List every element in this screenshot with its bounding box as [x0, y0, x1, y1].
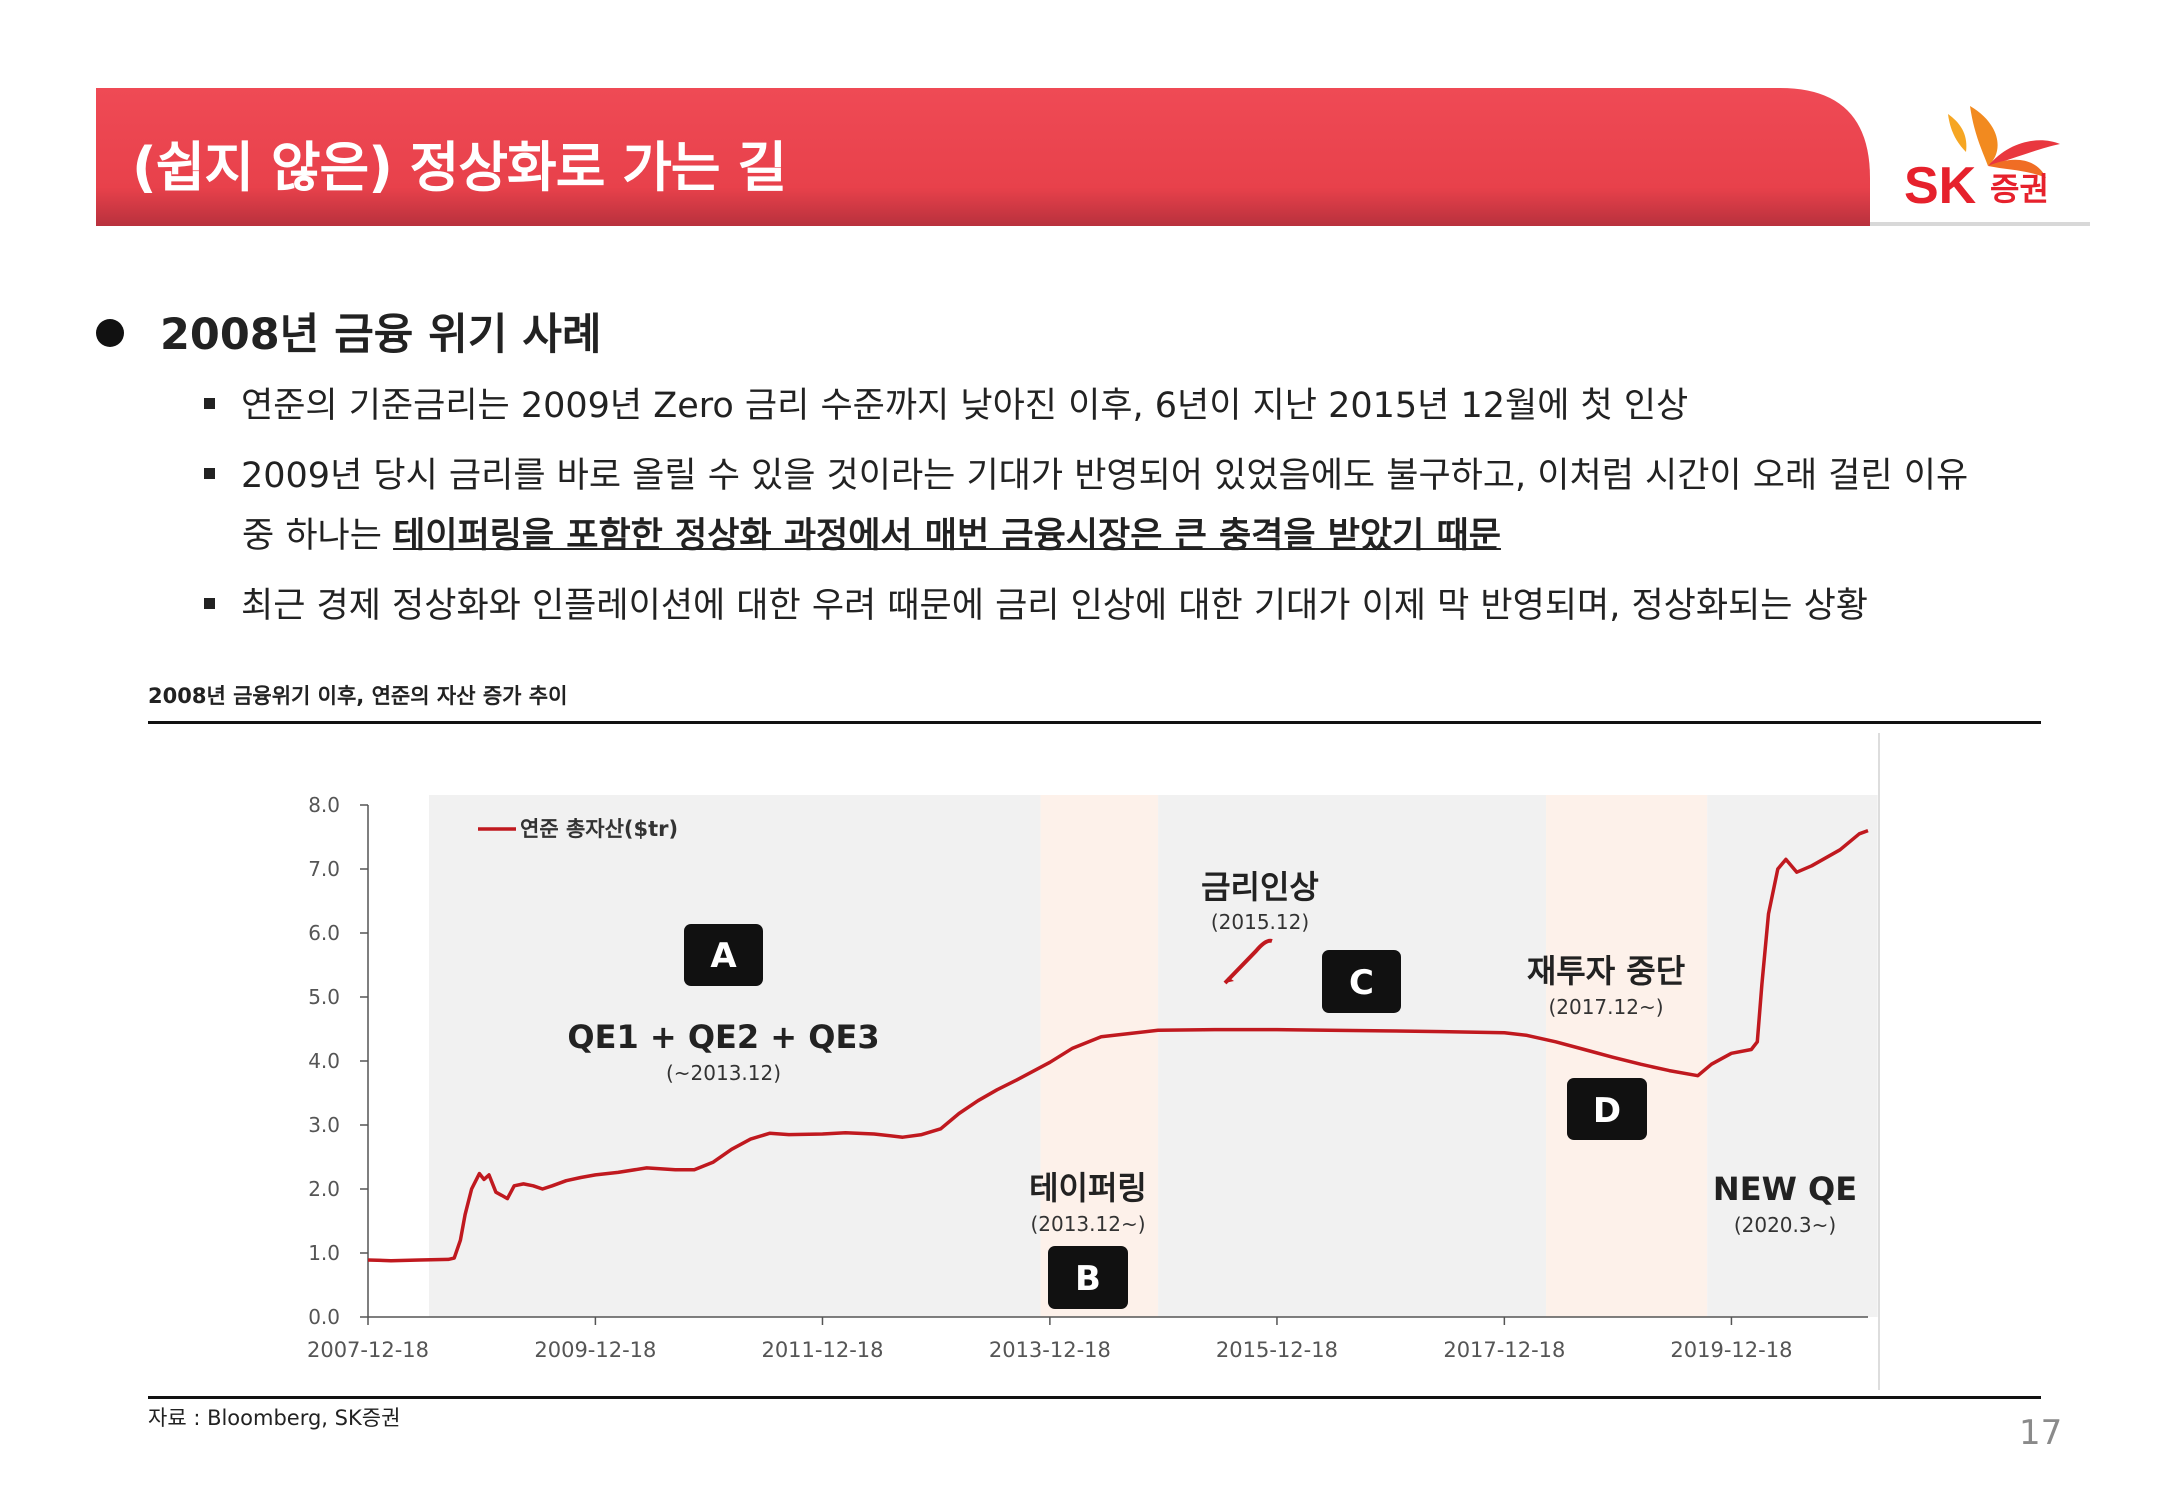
sk-securities-logo: SK 증권: [1904, 106, 2060, 215]
y-tick-label: 1.0: [308, 1241, 340, 1265]
logo-brand: SK: [1904, 157, 1977, 215]
y-tick-label: 2.0: [308, 1177, 340, 1201]
annotation-a: A QE1 + QE2 + QE3 (~2013.12): [567, 924, 880, 1085]
chart-bottom-rule: [148, 1396, 2041, 1399]
bullet-square-icon: [204, 397, 215, 409]
bullet-item-3: 최근 경제 정상화와 인플레이션에 대한 우려 때문에 금리 인상에 대한 기대…: [204, 576, 1868, 636]
badge-c: C: [1349, 963, 1374, 1003]
bullet-text: 연준의 기준금리는 2009년 Zero 금리 수준까지 낮아진 이후, 6년이…: [241, 386, 1689, 426]
bullet-dot-icon: [96, 318, 124, 347]
annotation-d-label: 재투자 중단: [1527, 952, 1685, 990]
logo-suffix: 증권: [1990, 170, 2049, 208]
chart-title: 2008년 금융위기 이후, 연준의 자산 증가 추이: [148, 684, 568, 708]
bullet-square-icon: [204, 467, 215, 479]
x-tick-label: 2015-12-18: [1216, 1338, 1338, 1362]
annotation-b: 테이퍼링 (2013.12~) B: [1029, 1169, 1147, 1309]
x-tick-label: 2019-12-18: [1670, 1338, 1792, 1362]
chart-axes: 0.0 1.0 2.0 3.0 4.0 5.0 6.0 7.0 8.0 2007-12-18 200…: [307, 793, 1868, 1362]
badge-d: D: [1593, 1091, 1621, 1131]
bullet-square-icon: [204, 597, 215, 609]
annotation-new-qe: NEW QE (2020.3~): [1713, 1170, 1857, 1237]
source-note: 자료 : Bloomberg, SK증권: [148, 1406, 401, 1430]
bullet-text: 2009년 당시 금리를 바로 올릴 수 있을 것이라는 기대가 반영되어 있었…: [241, 456, 1969, 496]
annotation-new-qe-label: NEW QE: [1713, 1170, 1857, 1208]
bullet-item-2: 2009년 당시 금리를 바로 올릴 수 있을 것이라는 기대가 반영되어 있었…: [204, 446, 1968, 506]
shaded-period-3: [1158, 795, 1547, 1317]
annotation-d: 재투자 중단 (2017.12~) D: [1527, 952, 1685, 1140]
annotation-b-label: 테이퍼링: [1029, 1169, 1147, 1207]
section-heading-text: 2008년 금융 위기 사례: [160, 310, 602, 360]
fed-assets-chart: 0.0 1.0 2.0 3.0 4.0 5.0 6.0 7.0 8.0 2007-12-18 200…: [307, 733, 1880, 1390]
checkmark-icon: [1223, 938, 1273, 985]
section-heading: 2008년 금융 위기 사례: [96, 300, 602, 362]
bullet-item-1: 연준의 기준금리는 2009년 Zero 금리 수준까지 낮아진 이후, 6년이…: [204, 376, 1688, 436]
series-line-fed-total-assets: [367, 828, 1869, 1263]
y-tick-label: 5.0: [308, 985, 340, 1009]
bullet-emphasis: 테이퍼링을 포함한 정상화 과정에서 매번 금융시장은 큰 충격을 받았기 때문: [393, 516, 1501, 556]
annotation-b-sub: (2013.12~): [1030, 1212, 1145, 1236]
chart-top-rule: [148, 721, 2041, 724]
annotation-a-label: QE1 + QE2 + QE3: [567, 1018, 879, 1056]
x-tick-label: 2007-12-18: [307, 1338, 429, 1362]
annotation-a-sub: (~2013.12): [666, 1061, 781, 1085]
shaded-period-4: [1546, 795, 1708, 1317]
shaded-periods: [428, 795, 1878, 1317]
bullet-text-prefix: 중 하나는: [242, 516, 394, 556]
page-title: (쉽지 않은) 정상화로 가는 길: [132, 136, 787, 199]
y-tick-label: 3.0: [308, 1113, 340, 1137]
annotation-c-sub: (2015.12): [1211, 910, 1309, 934]
x-tick-label: 2009-12-18: [534, 1338, 656, 1362]
bullet-text: 최근 경제 정상화와 인플레이션에 대한 우려 때문에 금리 인상에 대한 기대…: [241, 586, 1869, 626]
page-number: 17: [2019, 1413, 2063, 1453]
y-tick-label: 6.0: [308, 921, 340, 945]
annotation-c-label: 금리인상: [1201, 868, 1319, 906]
x-tick-label: 2011-12-18: [761, 1338, 883, 1362]
x-tick-label: 2013-12-18: [989, 1338, 1111, 1362]
y-tick-label: 0.0: [308, 1305, 340, 1329]
badge-a: A: [710, 936, 737, 976]
y-tick-label: 8.0: [308, 793, 340, 817]
badge-b: B: [1075, 1259, 1101, 1299]
annotation-d-sub: (2017.12~): [1548, 995, 1663, 1019]
checkmark-tail: [1225, 977, 1234, 983]
bullet-item-2-continuation: 중 하나는 테이퍼링을 포함한 정상화 과정에서 매번 금융시장은 큰 충격을 …: [242, 506, 1501, 566]
legend-label: 연준 총자산($tr): [520, 817, 678, 841]
y-tick-label: 7.0: [308, 857, 340, 881]
annotation-c: 금리인상 (2015.12) C: [1201, 868, 1401, 1013]
shaded-period-5: [1707, 795, 1878, 1317]
y-tick-label: 4.0: [308, 1049, 340, 1073]
shaded-period-1: [428, 795, 1041, 1317]
annotation-new-qe-sub: (2020.3~): [1734, 1213, 1836, 1237]
header-banner: [96, 88, 2090, 226]
x-tick-label: 2017-12-18: [1443, 1338, 1565, 1362]
chart-legend: 연준 총자산($tr): [478, 817, 678, 841]
